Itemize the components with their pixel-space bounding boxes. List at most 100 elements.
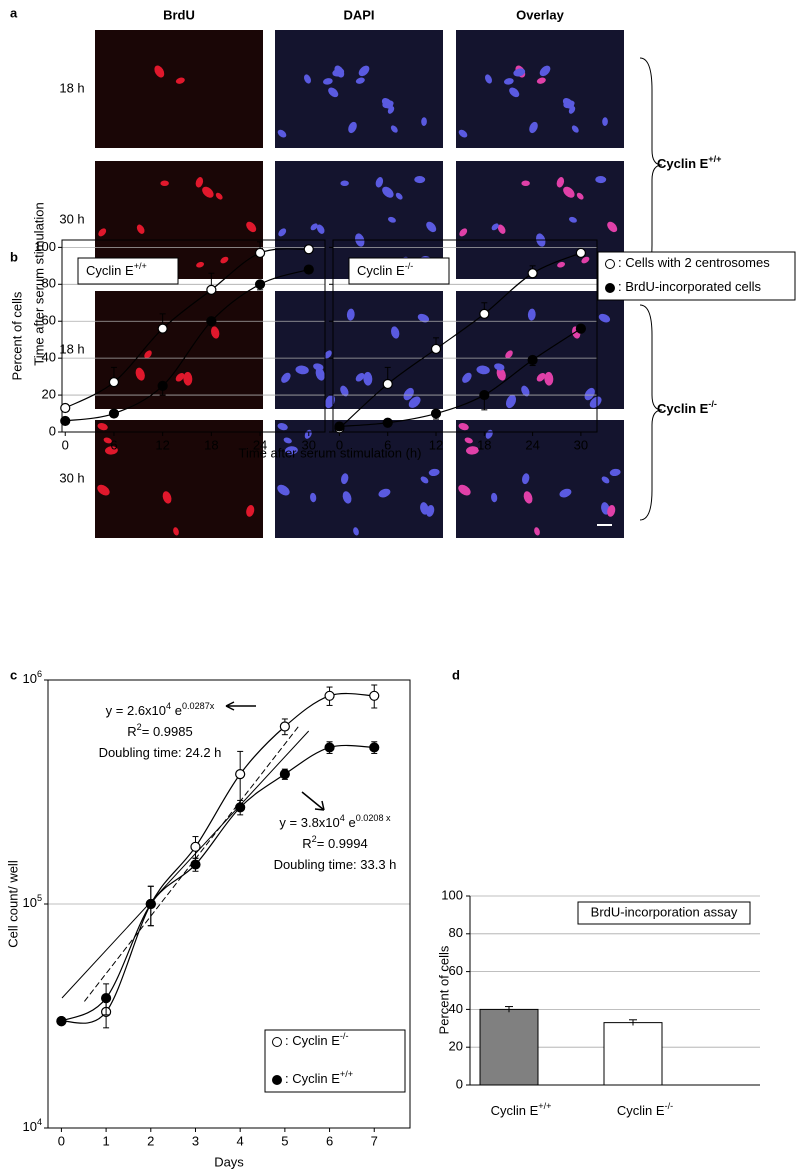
cell — [340, 385, 349, 397]
legend-marker — [605, 259, 615, 269]
text-run: e — [171, 703, 182, 718]
cell — [281, 372, 291, 383]
column-header: DAPI — [343, 7, 374, 22]
x-tick-label: 4 — [237, 1133, 244, 1148]
data-point — [303, 244, 314, 255]
superscript: +/+ — [340, 1069, 353, 1079]
cell — [316, 224, 325, 234]
cell — [521, 180, 530, 187]
text-run: R — [127, 724, 136, 739]
cell — [589, 396, 602, 408]
x-axis-label: Time after serum stimulation (h) — [238, 445, 421, 460]
micrograph — [456, 30, 624, 148]
cell — [246, 221, 257, 233]
cell — [295, 365, 309, 375]
data-point — [369, 690, 380, 701]
cell — [458, 423, 469, 431]
text-run: Cyclin E — [657, 401, 709, 416]
legend-label: : Cyclin E-/- — [285, 1031, 349, 1048]
title-box — [77, 257, 179, 285]
cell — [513, 68, 526, 77]
superscript: -/- — [665, 1101, 674, 1111]
cell — [491, 492, 498, 503]
cell — [458, 484, 471, 496]
title-box — [577, 901, 751, 925]
superscript: 6 — [37, 669, 42, 679]
cell — [340, 180, 349, 187]
text-run: 10 — [22, 671, 36, 686]
text-run: : Cyclin E — [285, 1071, 340, 1086]
data-point — [324, 742, 335, 753]
text-run: R — [302, 836, 311, 851]
data-point — [334, 421, 345, 432]
y-tick-label: 0 — [49, 423, 56, 438]
data-point — [145, 898, 156, 910]
group-label: Cyclin E+/+ — [657, 154, 721, 171]
cell — [462, 372, 472, 383]
superscript: +/+ — [134, 261, 147, 271]
cell — [387, 106, 395, 114]
cell — [607, 221, 618, 233]
data-point — [157, 323, 168, 334]
cell — [175, 77, 185, 84]
x-tick-label: 6 — [326, 1133, 333, 1148]
y-tick-label: 20 — [449, 1039, 463, 1054]
y-axis-label: Cell count/ well — [5, 860, 20, 948]
cell — [557, 261, 566, 268]
data-point — [527, 268, 538, 279]
series-line — [61, 692, 375, 1024]
y-tick-label: 106 — [22, 669, 42, 686]
text-run: Cyclin E — [657, 156, 709, 171]
legend-label: : Cyclin E+/+ — [285, 1069, 353, 1086]
cell — [332, 68, 345, 77]
text-run: y = 3.8x10 — [279, 815, 339, 830]
cell — [529, 121, 538, 134]
cell — [609, 468, 621, 477]
cell — [544, 371, 554, 386]
cell — [355, 372, 365, 382]
cell — [310, 223, 318, 231]
legend-marker — [605, 283, 615, 293]
y-tick-label: 20 — [42, 387, 56, 402]
cell — [420, 476, 429, 484]
superscript: -/- — [340, 1031, 349, 1041]
text-run: Cyclin E — [357, 263, 405, 278]
data-point — [369, 742, 380, 753]
cell — [341, 473, 349, 485]
cell — [346, 308, 355, 321]
y-axis-label: Percent of cells — [436, 945, 451, 1034]
x-tick-label: Cyclin E-/- — [617, 1101, 673, 1118]
plot-frame — [47, 679, 411, 1129]
row-label: 18 h — [59, 80, 84, 95]
bar — [479, 1008, 539, 1086]
cell — [313, 363, 324, 371]
x-tick-label: 0 — [58, 1133, 65, 1148]
legend-label: : BrdU-incorporated cells — [618, 279, 762, 294]
cell — [382, 100, 394, 109]
cell — [391, 326, 400, 339]
brace — [639, 304, 663, 521]
arrow — [225, 701, 256, 711]
cell — [417, 313, 430, 323]
micrograph — [95, 420, 263, 538]
cell — [568, 106, 576, 114]
cell — [505, 350, 513, 359]
cell — [539, 65, 551, 77]
series-line — [61, 744, 375, 1022]
cell — [277, 484, 290, 496]
cell — [421, 117, 427, 126]
text-run: Cyclin E — [617, 1103, 665, 1118]
x-tick-label: 2 — [147, 1133, 154, 1148]
cell — [220, 256, 229, 264]
micrograph — [95, 30, 263, 148]
cell — [97, 423, 108, 431]
x-tick-label: 12 — [429, 437, 443, 452]
cell — [175, 372, 185, 382]
panel-label: b — [10, 249, 18, 264]
y-tick-label: 40 — [42, 350, 56, 365]
cell — [136, 224, 145, 234]
text-run: e — [345, 815, 356, 830]
panel-label: d — [452, 667, 460, 682]
data-point — [190, 841, 201, 852]
cell — [342, 491, 352, 504]
